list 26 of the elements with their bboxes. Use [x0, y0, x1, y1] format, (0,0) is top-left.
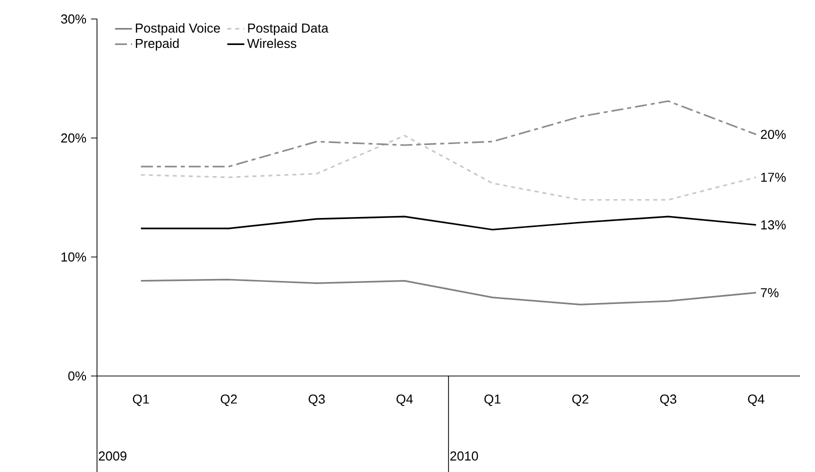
x-tick-label: Q1 [132, 394, 149, 406]
line-series [140, 278, 757, 306]
line-series [140, 100, 757, 168]
legend-label: Postpaid Data [248, 23, 328, 36]
legend-label: Postpaid Voice [136, 23, 220, 36]
y-tick-label: 10% [62, 252, 86, 262]
x-tick-label: Q4 [396, 394, 413, 406]
data-label: 20% [760, 130, 786, 140]
text: 2010 [450, 451, 478, 461]
x-tick-label: Q1 [484, 394, 500, 406]
y-tick-label: 30% [61, 14, 86, 24]
x-tick-label: Q2 [572, 394, 588, 406]
data-label: 13% [761, 220, 786, 230]
x-tick-label: Q2 [220, 394, 237, 406]
line-series [140, 134, 757, 201]
legend-label: Prepaid [136, 38, 179, 51]
data-label: 7% [760, 288, 779, 298]
legend-label: Wireless [247, 38, 296, 48]
x-tick-label: Q4 [748, 394, 764, 406]
text: 2009 [98, 451, 126, 461]
data-label: 17% [761, 172, 786, 182]
line-series [140, 216, 757, 230]
x-tick-label: Q3 [660, 394, 676, 406]
x-tick-label: Q3 [308, 394, 325, 406]
y-tick-label: 0% [68, 371, 86, 381]
y-tick-label: 20% [61, 133, 86, 143]
